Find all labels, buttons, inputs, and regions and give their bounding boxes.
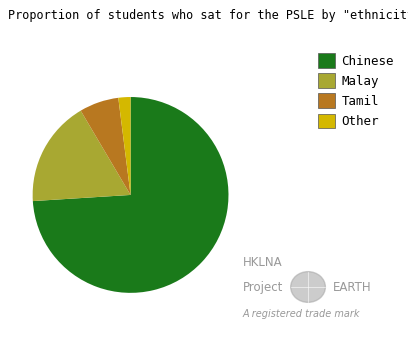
Wedge shape: [81, 98, 131, 195]
Text: Project: Project: [243, 281, 283, 294]
Legend: Chinese, Malay, Tamil, Other: Chinese, Malay, Tamil, Other: [314, 49, 398, 132]
Text: HKLNA: HKLNA: [243, 256, 282, 269]
Wedge shape: [33, 111, 131, 201]
Text: EARTH: EARTH: [333, 281, 371, 294]
Text: Proportion of students who sat for the PSLE by "ethnicity" - Year 2001: Proportion of students who sat for the P…: [8, 9, 408, 22]
Wedge shape: [33, 97, 228, 293]
Wedge shape: [118, 97, 131, 195]
Text: A registered trade mark: A registered trade mark: [243, 309, 360, 319]
Ellipse shape: [290, 271, 326, 303]
